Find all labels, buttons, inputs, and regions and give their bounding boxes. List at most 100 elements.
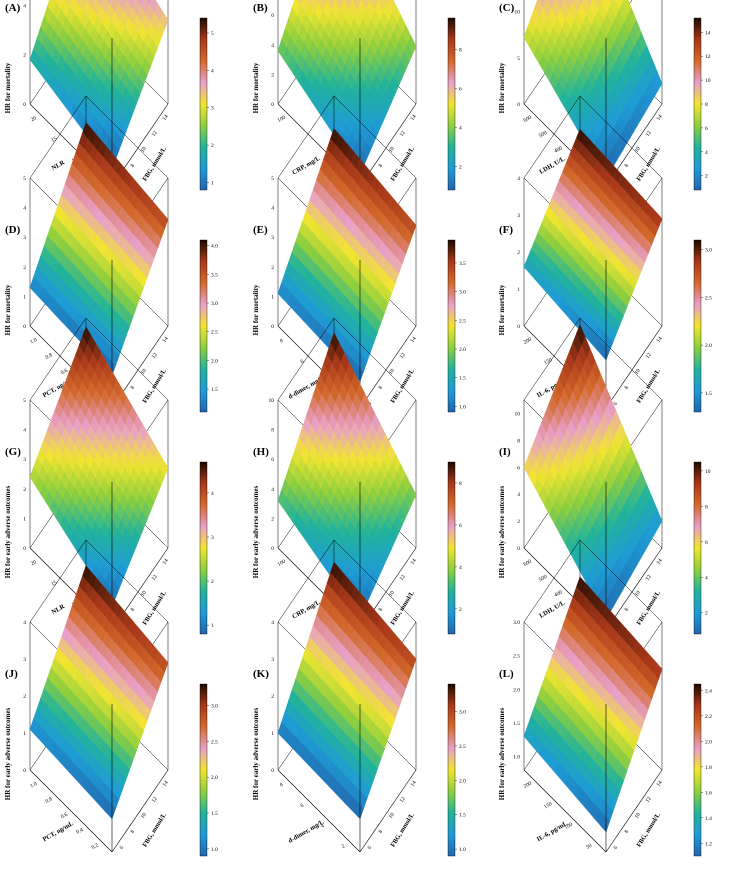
z-tick-label: 4 — [271, 43, 274, 49]
z-tick-label: 2 — [23, 53, 26, 59]
y-tick-label: 14 — [410, 336, 418, 344]
z-tick-label: 4 — [271, 206, 274, 212]
z-axis-title: HR for early adverse outcomes — [498, 486, 506, 579]
surface-chart: 051015HR for mortality600500400300200LDH… — [498, 0, 711, 191]
z-tick-label: 2 — [271, 516, 274, 522]
surface-mesh — [523, 323, 663, 620]
colorbar-tick-label: 1.5 — [705, 391, 712, 397]
box-edge — [359, 325, 417, 409]
colorbar-tick-label: 2.5 — [459, 318, 466, 324]
colorbar-tick-label: 3 — [211, 535, 214, 541]
z-tick-label: 1 — [517, 287, 520, 293]
surface-cell — [145, 0, 152, 6]
x-tick-label: 500 — [538, 574, 548, 583]
y-tick-label: 10 — [634, 590, 642, 598]
colorbar-tick-label: 2.0 — [211, 775, 218, 781]
z-tick-label: 4 — [271, 620, 274, 626]
y-tick-label: 10 — [140, 812, 148, 820]
y-tick-label: 14 — [656, 336, 664, 344]
panel-label: (G) — [5, 446, 21, 458]
z-tick-label: 5 — [23, 398, 26, 404]
colorbar — [447, 683, 456, 857]
x-tick-label: 0.2 — [91, 842, 100, 851]
y-tick-label: 8 — [624, 385, 631, 391]
z-axis-title: HR for early adverse outcomes — [252, 708, 260, 801]
box-edge — [333, 539, 417, 623]
y-tick-label: 14 — [162, 558, 170, 566]
z-axis-title: HR for early adverse outcomes — [4, 486, 12, 579]
x-tick-label: 2 — [341, 843, 346, 850]
surface-cell — [600, 344, 610, 361]
y-tick-label: 10 — [634, 368, 642, 376]
x-tick-label: 0.4 — [75, 827, 84, 836]
colorbar-tick-label: 1 — [211, 181, 214, 187]
colorbar — [693, 683, 702, 857]
z-tick-label: 0 — [271, 768, 274, 774]
y-tick-label: 14 — [162, 336, 170, 344]
z-tick-label: 1.0 — [513, 755, 520, 761]
x-tick-label: 15 — [50, 580, 58, 588]
colorbar-tick-label: 6 — [459, 86, 462, 92]
box-edge — [523, 539, 581, 623]
y-tick-label: 12 — [151, 352, 159, 360]
colorbar-tick-label: 1.5 — [459, 376, 466, 382]
colorbar-tick-label: 2.5 — [211, 739, 218, 745]
box-edge — [277, 769, 361, 853]
colorbar-tick-label: 2 — [459, 165, 462, 171]
z-tick-label: 1 — [271, 294, 274, 300]
y-tick-label: 12 — [399, 574, 407, 582]
colorbar — [199, 683, 208, 857]
x-tick-label: 1.0 — [29, 781, 38, 790]
colorbar-tick-label: 10 — [705, 78, 711, 84]
colorbar-tick-label: 4 — [705, 150, 708, 156]
y-tick-label: 6 — [613, 845, 620, 851]
z-tick-label: 0 — [23, 546, 26, 552]
colorbar-tick-label: 8 — [459, 47, 462, 53]
box-edge — [579, 539, 663, 623]
z-tick-label: 6 — [271, 13, 274, 19]
z-tick-label: 2 — [517, 519, 520, 525]
z-tick-label: 2 — [23, 487, 26, 493]
y-tick-label: 8 — [378, 829, 385, 835]
colorbar-tick-label: 2.5 — [705, 295, 712, 301]
y-tick-label: 8 — [130, 607, 137, 613]
colorbar-tick-label: 6 — [705, 540, 708, 546]
surface-mesh — [277, 332, 417, 619]
x-axis-title: IL-6, pg/mL — [536, 820, 569, 843]
box-edge — [523, 769, 607, 853]
z-axis-title: HR for mortality — [4, 284, 12, 335]
box-edge — [523, 317, 581, 401]
y-tick-label: 12 — [151, 130, 159, 138]
z-tick-label: 2 — [271, 694, 274, 700]
panel-label: (E) — [253, 224, 268, 236]
y-tick-label: 12 — [645, 352, 653, 360]
y-tick-label: 10 — [388, 368, 396, 376]
z-tick-label: 3 — [271, 657, 274, 663]
z-tick-label: 0 — [271, 546, 274, 552]
surface-mesh — [29, 565, 169, 820]
y-tick-label: 8 — [624, 163, 631, 169]
box-edge — [277, 317, 335, 401]
y-tick-label: 10 — [140, 368, 148, 376]
z-tick-label: 10 — [515, 411, 521, 417]
x-axis-title: NLR — [51, 159, 67, 172]
z-tick-label: 4 — [517, 492, 520, 498]
z-tick-label: 0 — [517, 324, 520, 330]
z-tick-label: 5 — [23, 176, 26, 182]
z-tick-label: 1 — [23, 731, 26, 737]
z-axis-title: HR for mortality — [252, 284, 260, 335]
surface-cell — [354, 802, 364, 820]
x-axis-title: d-dimer, mg/L — [287, 818, 326, 844]
colorbar-tick-label: 8 — [705, 102, 708, 108]
y-tick-label: 10 — [388, 812, 396, 820]
y-tick-label: 10 — [140, 590, 148, 598]
z-tick-label: 4 — [517, 176, 520, 182]
x-tick-label: 100 — [277, 115, 287, 124]
x-axis-title: CRP, mg/L — [291, 155, 322, 177]
